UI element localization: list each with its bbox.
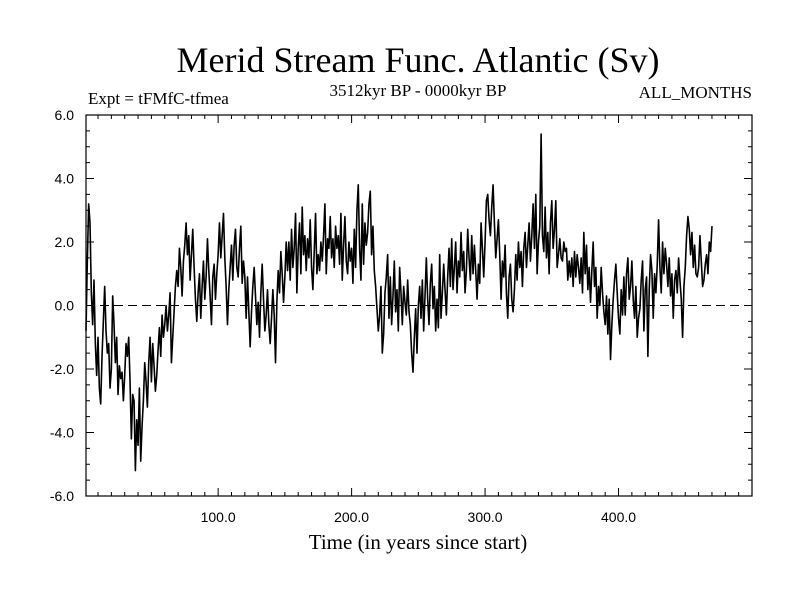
chart-subtitle-left: Expt = tFMfC-tfmea <box>88 89 229 108</box>
chart-subtitle-center: 3512kyr BP - 0000kyr BP <box>330 81 507 100</box>
y-tick-label: 4.0 <box>55 171 75 187</box>
y-tick-label: -2.0 <box>50 361 74 377</box>
y-tick-label: 2.0 <box>55 234 75 250</box>
plot-area: 6.0 4.0 2.0 0.0 -2.0 -4.0 -6.0 100.0 200.0 300.0 4… <box>50 107 753 525</box>
y-tick-label: 6.0 <box>55 107 75 123</box>
y-tick-label: -6.0 <box>50 488 74 504</box>
x-tick-label: 400.0 <box>601 509 636 525</box>
x-axis-label: Time (in years since start) <box>309 530 528 554</box>
x-tick-label: 100.0 <box>201 509 236 525</box>
y-tick-label: 0.0 <box>55 298 75 314</box>
x-tick-label: 300.0 <box>468 509 503 525</box>
chart-title: Merid Stream Func. Atlantic (Sv) <box>177 40 660 80</box>
x-tick-label: 200.0 <box>334 509 369 525</box>
chart-subtitle-right: ALL_MONTHS <box>639 83 752 102</box>
y-tick-label: -4.0 <box>50 425 74 441</box>
series-line <box>85 133 713 472</box>
